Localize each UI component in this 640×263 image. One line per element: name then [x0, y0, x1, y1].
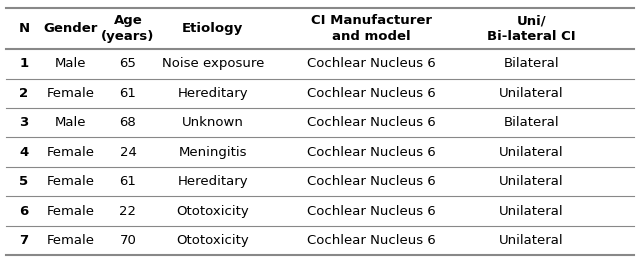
Text: Etiology: Etiology [182, 22, 243, 35]
Text: 1: 1 [19, 58, 29, 70]
Text: Age
(years): Age (years) [101, 14, 155, 43]
Text: Ototoxicity: Ototoxicity [177, 234, 249, 247]
Text: 4: 4 [19, 146, 29, 159]
Text: 24: 24 [120, 146, 136, 159]
Text: Unilateral: Unilateral [499, 87, 563, 100]
Text: Meningitis: Meningitis [179, 146, 247, 159]
Text: CI Manufacturer
and model: CI Manufacturer and model [310, 14, 432, 43]
Text: Female: Female [47, 175, 95, 188]
Text: 68: 68 [120, 116, 136, 129]
Text: Unilateral: Unilateral [499, 205, 563, 218]
Text: Male: Male [54, 58, 86, 70]
Text: Cochlear Nucleus 6: Cochlear Nucleus 6 [307, 87, 436, 100]
Text: Hereditary: Hereditary [177, 175, 248, 188]
Text: N: N [19, 22, 29, 35]
Text: Unilateral: Unilateral [499, 234, 563, 247]
Text: 70: 70 [120, 234, 136, 247]
Text: Female: Female [47, 146, 95, 159]
Text: Unilateral: Unilateral [499, 146, 563, 159]
Text: Female: Female [47, 87, 95, 100]
Text: 5: 5 [19, 175, 29, 188]
Text: Ototoxicity: Ototoxicity [177, 205, 249, 218]
Text: Female: Female [47, 205, 95, 218]
Text: 22: 22 [120, 205, 136, 218]
Text: Cochlear Nucleus 6: Cochlear Nucleus 6 [307, 146, 436, 159]
Text: Bilateral: Bilateral [504, 58, 559, 70]
Text: Cochlear Nucleus 6: Cochlear Nucleus 6 [307, 234, 436, 247]
Text: 65: 65 [120, 58, 136, 70]
Text: Unknown: Unknown [182, 116, 244, 129]
Text: Unilateral: Unilateral [499, 175, 563, 188]
Text: Noise exposure: Noise exposure [162, 58, 264, 70]
Text: Bilateral: Bilateral [504, 116, 559, 129]
Text: 6: 6 [19, 205, 29, 218]
Text: Cochlear Nucleus 6: Cochlear Nucleus 6 [307, 116, 436, 129]
Text: 61: 61 [120, 87, 136, 100]
Text: 3: 3 [19, 116, 29, 129]
Text: Cochlear Nucleus 6: Cochlear Nucleus 6 [307, 175, 436, 188]
Text: Cochlear Nucleus 6: Cochlear Nucleus 6 [307, 58, 436, 70]
Text: Uni/
Bi-lateral CI: Uni/ Bi-lateral CI [487, 14, 575, 43]
Text: 61: 61 [120, 175, 136, 188]
Text: Cochlear Nucleus 6: Cochlear Nucleus 6 [307, 205, 436, 218]
Text: Male: Male [54, 116, 86, 129]
Text: Female: Female [47, 234, 95, 247]
Text: 7: 7 [19, 234, 29, 247]
Text: Gender: Gender [44, 22, 97, 35]
Text: 2: 2 [19, 87, 29, 100]
Text: Hereditary: Hereditary [177, 87, 248, 100]
